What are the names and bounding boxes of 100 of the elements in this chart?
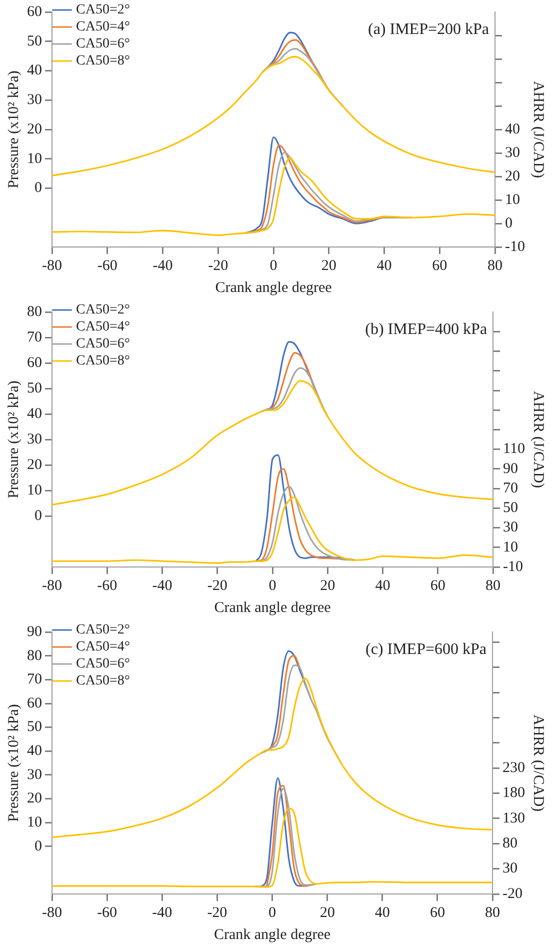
legend-label: CA50=8° [76,674,130,689]
x-tick-label: -60 [97,578,118,594]
x-axis-title: Crank angle degree [214,600,332,616]
x-tick-label: 0 [268,578,276,594]
y-tick-label: 50 [27,380,42,396]
x-tick-label: 40 [374,904,390,921]
y2-tick-label: 10 [503,539,518,556]
y-tick-label: 30 [27,766,42,783]
x-tick-label: 60 [432,258,448,274]
y-tick-label: 90 [27,624,42,640]
y-axis-title: Pressure (x10² kPa) [6,70,22,188]
x-tick-label: 20 [320,904,335,921]
y2-tick-label: -10 [505,238,526,255]
y-tick-label: 50 [27,33,42,50]
y-tick-label: 50 [27,719,42,736]
legend-label: CA50=4° [76,20,130,35]
x-tick-label: -80 [42,258,62,274]
line-series [52,380,494,506]
y2-tick-label: 80 [502,836,518,852]
y2-tick-label: -20 [502,886,522,902]
legend-label: CA50=2° [76,2,130,18]
y2-tick-label: 130 [502,810,525,826]
x-tick-label: 40 [375,578,390,594]
legend-label: CA50=4° [76,640,130,655]
y-tick-label: 0 [34,508,42,524]
y-tick-label: 0 [34,180,42,196]
line-series [52,496,494,564]
line-series [266,784,312,888]
text: (b) IMEP=400 kPa [365,321,488,338]
x-tick-label: 20 [321,258,336,274]
x-tick-label: -40 [152,258,173,274]
y-tick-label: 80 [27,648,42,664]
line-series [52,56,496,176]
legend-label: CA50=6° [76,36,130,52]
y-tick-label: 30 [27,431,42,448]
y-axis-title: Pressure (x10² kPa) [6,380,22,498]
x-tick-label: 80 [486,578,501,594]
y-tick-label: 10 [27,814,42,830]
y2-tick-label: 20 [505,168,520,184]
y2-tick-label: 70 [503,480,518,496]
legend-label: CA50=2° [76,622,130,638]
legend-label: CA50=8° [76,54,130,69]
y-tick-label: 80 [27,304,42,320]
y-tick-label: 70 [27,672,42,688]
text: (c) IMEP=600 kPa [365,641,486,658]
y-tick-label: 70 [27,329,42,346]
y2-tick-label: 0 [505,215,513,232]
y-tick-label: 0 [34,838,42,854]
x-tick-label: 60 [430,578,446,594]
y-tick-label: 60 [27,695,42,712]
x-tick-label: -40 [152,904,172,921]
x-tick-label: -20 [207,578,228,594]
x-tick-label: -80 [42,904,62,921]
y2-tick-label: 30 [503,520,518,536]
y2-tick-label: 30 [502,860,518,877]
y-tick-label: 20 [27,456,42,473]
y-tick-label: 60 [27,354,42,371]
x-tick-label: 60 [430,904,445,921]
legend-label: CA50=8° [76,354,130,369]
line-series [52,157,496,236]
y2-tick-label: 30 [505,144,520,161]
y2-axis-title: AHRR (J/CAD) [530,714,546,812]
y2-tick-label: -10 [503,558,524,575]
y2-tick-label: 40 [505,121,520,138]
y-tick-label: 40 [27,743,42,760]
x-tick-label: 0 [270,258,278,274]
y2-tick-label: 230 [502,760,525,776]
y2-axis-title: AHRR (J/CAD) [530,390,546,488]
y2-tick-label: 110 [503,441,526,458]
x-tick-label: -40 [152,578,172,594]
x-tick-label: 40 [376,258,392,274]
line-series [262,48,344,107]
legend-label: CA50=2° [76,302,130,318]
x-tick-label: 0 [268,904,276,921]
y2-axis-title: AHRR (J/CAD) [530,80,546,178]
y2-tick-label: 180 [502,785,525,802]
y-tick-label: 20 [27,790,42,807]
legend-label: CA50=6° [76,656,130,672]
x-tick-label: -20 [207,904,228,921]
y-axis-title: Pressure (x10² kPa) [6,704,22,822]
y2-tick-label: 90 [503,460,518,477]
y-tick-label: 60 [27,4,42,20]
y-tick-label: 10 [27,150,42,167]
line-series [52,808,492,888]
y2-tick-label: 10 [505,192,520,208]
y-tick-label: 40 [27,406,42,422]
x-tick-label: -60 [97,904,118,921]
y2-tick-label: 50 [503,500,518,516]
x-tick-label: 80 [485,904,500,921]
line-series [254,788,318,888]
x-tick-label: -80 [42,578,62,594]
y-tick-label: 20 [27,121,42,138]
legend-label: CA50=4° [76,320,130,335]
x-tick-label: -60 [97,258,118,274]
y-tick-label: 40 [27,62,42,79]
x-axis-title: Crank angle degree [215,280,332,296]
x-tick-label: 20 [320,578,336,594]
x-axis-title: Crank angle degree [214,926,331,943]
x-tick-label: -20 [208,258,228,274]
y-tick-label: 30 [27,92,42,108]
